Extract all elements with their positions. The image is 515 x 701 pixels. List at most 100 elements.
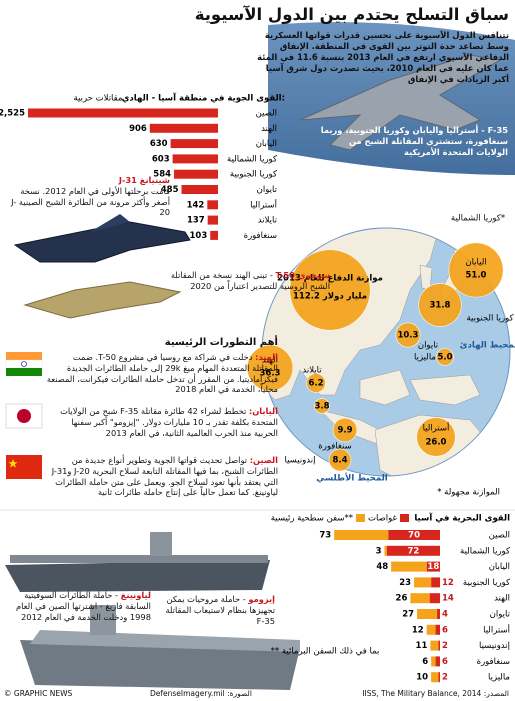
value-label: 137 xyxy=(187,216,205,226)
budget-bubble xyxy=(448,242,504,298)
legend-swatch xyxy=(400,514,409,522)
budget-bubble xyxy=(436,348,454,366)
country-label: ماليزيا xyxy=(414,353,436,363)
map-label: المحيط الهادئ xyxy=(460,341,515,351)
value-label: 630 xyxy=(150,139,168,149)
legend-label: سفن سطحية رئيسية** xyxy=(271,514,353,524)
category-label: الهند xyxy=(261,124,277,134)
budget-bubble xyxy=(418,283,462,327)
value-label: 10 xyxy=(416,673,428,683)
bar-segment xyxy=(431,672,439,683)
dev-text: دخلت في شراكة مع روسيا في مشروع T-50. ضم… xyxy=(46,352,278,395)
dev-india: الهند: دخلت في شراكة مع روسيا في مشروع T… xyxy=(46,352,278,395)
value-label: 31.8 xyxy=(430,301,451,311)
budget-bubble xyxy=(332,417,358,443)
liaoning-name: لياونينغ xyxy=(120,590,151,600)
flag-japan xyxy=(5,403,43,429)
category-label: كوريا الشمالية xyxy=(227,154,278,164)
bar xyxy=(28,108,218,118)
chart-subtitle: مقاتلات حربية xyxy=(73,94,122,104)
bar-segment xyxy=(438,640,440,651)
chart-title: موازنة الدفاع للعام 2013 xyxy=(277,274,383,284)
bar-segment xyxy=(388,530,440,540)
liaoning-ship xyxy=(20,605,300,690)
j31-text: قامت برحلتها الأولى في العام 2012. نسخة … xyxy=(11,185,170,218)
country-label: الهند xyxy=(262,356,278,366)
value-label: 26.0 xyxy=(426,438,447,448)
bar-segment xyxy=(391,561,427,572)
category-label: سنغافورة xyxy=(244,231,277,241)
t50-name: سوخوي T-50 xyxy=(275,270,330,280)
bar-segment xyxy=(386,545,440,556)
title: سباق التسلح يحتدم بين الدول الآسيوية xyxy=(194,5,509,24)
bar xyxy=(174,169,218,179)
country-label: إندونيسيا xyxy=(285,456,316,466)
value-label: 4 xyxy=(442,610,448,620)
value-label: 27 xyxy=(402,610,414,620)
bar xyxy=(210,230,218,240)
bar-segment xyxy=(430,640,439,651)
category-label: كوريا الجنوبية xyxy=(463,578,511,588)
liaoning-caption: لياونينغ - حاملة الطائرات السوفيتية السا… xyxy=(6,590,151,622)
category-label: اليابان xyxy=(256,139,277,149)
budget-bubble xyxy=(306,373,326,393)
value-label: 5.0 xyxy=(437,353,452,363)
value-label: 6 xyxy=(422,657,428,667)
f35-name: F-35 xyxy=(487,125,508,135)
budget-bubble xyxy=(246,344,294,392)
chart-note: * الموازنة مجهولة xyxy=(437,488,500,498)
legend-label: غواصات xyxy=(368,514,398,524)
value-label: 2 xyxy=(442,641,448,651)
value-label: 6 xyxy=(442,657,448,667)
value-label: 73 xyxy=(319,531,331,541)
dev-name: اليابان: xyxy=(248,406,278,416)
value-label: 48 xyxy=(376,562,388,572)
footer-photo: الصورة: DefenseImagery.mil xyxy=(150,689,252,698)
value-label: 70 xyxy=(408,531,420,541)
category-label: كوريا الجنوبية xyxy=(230,170,278,180)
value-label: 36.3 xyxy=(260,369,281,379)
value-label: 906 xyxy=(129,124,147,134)
map-label: كوريا الشمالية* xyxy=(451,214,505,224)
bar-segment xyxy=(417,609,438,619)
country-label: تايوان xyxy=(418,341,439,351)
dev-china: الصين: تواصل تحديث قواتها الجوية وتطوير … xyxy=(46,455,278,498)
category-label: كوريا الشمالية xyxy=(460,546,511,556)
country-label: كوريا الجنوبية xyxy=(466,314,514,324)
bar xyxy=(181,185,218,194)
value-label: 103 xyxy=(189,231,207,241)
value-label: 23 xyxy=(399,578,411,588)
budget-bubble xyxy=(289,249,371,331)
value-label: 11 xyxy=(416,641,428,651)
t50-text: - تبنى الهند نسخة من المقاتلة الشبح الرو… xyxy=(170,270,330,291)
bar-segment xyxy=(426,561,440,572)
value-label: 112.2 مليار دولار xyxy=(293,292,367,302)
country-label: أستراليا xyxy=(423,422,450,434)
category-label: الصين xyxy=(489,531,510,541)
f35-caption: F-35 - أستراليا واليابان وكوريا الجنوبية… xyxy=(318,125,508,157)
j31-name: شينيانغ J-31 xyxy=(118,175,170,185)
category-label: تايوان xyxy=(490,610,511,620)
budget-bubble xyxy=(328,448,352,472)
legend-swatch xyxy=(355,514,365,522)
izumo-name: إيزومو xyxy=(248,594,275,604)
value-label: 14 xyxy=(442,594,454,604)
bar xyxy=(170,139,218,149)
flag-india xyxy=(5,352,43,376)
category-label: ماليزيا xyxy=(488,673,510,683)
f35-text: - أستراليا واليابان وكوريا الجنوبية، ورب… xyxy=(320,125,508,157)
country-label: سنغافورة xyxy=(318,442,351,452)
j31-caption: شينيانغ J-31 قامت برحلتها الأولى في العام… xyxy=(10,175,170,218)
bar-segment xyxy=(431,656,436,667)
category-label: تايلاند xyxy=(258,216,278,226)
value-label: 485 xyxy=(161,185,179,195)
liaoning-text: - حاملة الطائرات السوفيتية السابقة فاريغ… xyxy=(16,590,151,622)
bar xyxy=(207,200,218,210)
category-label: اليابان xyxy=(489,562,510,572)
value-label: 12 xyxy=(442,578,454,588)
category-label: أستراليا xyxy=(250,198,277,210)
bar-segment xyxy=(437,609,440,619)
category-label: الهند xyxy=(494,594,510,604)
